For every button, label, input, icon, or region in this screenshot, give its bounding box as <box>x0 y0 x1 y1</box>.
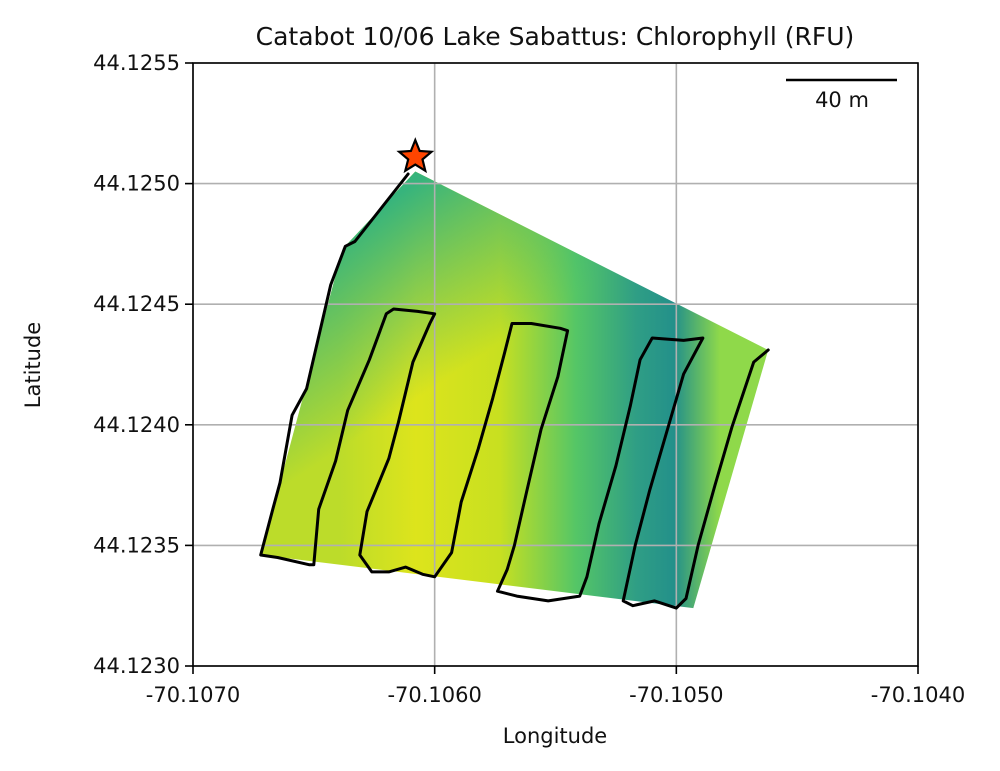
boat-track-line <box>259 172 770 610</box>
y-tick-label: 44.1230 <box>93 654 180 678</box>
x-axis-label: Longitude <box>503 724 607 748</box>
y-tick-label: 44.1255 <box>93 51 180 75</box>
x-tick-label: -70.1040 <box>871 683 965 707</box>
axes-frame <box>192 62 919 667</box>
y-axis-label: Latitude <box>21 322 45 408</box>
x-tick-label: -70.1050 <box>629 683 723 707</box>
y-axis-ticks: 44.1230 44.1235 44.1240 44.1245 44.1250 44.12… <box>93 51 193 678</box>
x-axis-ticks: -70.1070 -70.1060 -70.1050 -70.1040 <box>146 666 965 707</box>
start-star-icon <box>396 137 435 174</box>
chlorophyll-contour-shade <box>260 171 769 609</box>
y-tick-label: 44.1250 <box>93 172 180 196</box>
x-tick-label: -70.1070 <box>146 683 240 707</box>
y-tick-label: 44.1235 <box>93 533 180 557</box>
x-tick-label: -70.1060 <box>387 683 481 707</box>
scale-bar-label: 40 m <box>815 88 869 112</box>
chart-title: Catabot 10/06 Lake Sabattus: Chlorophyll… <box>256 22 855 51</box>
y-tick-label: 44.1240 <box>93 413 180 437</box>
y-tick-label: 44.1245 <box>93 292 180 316</box>
